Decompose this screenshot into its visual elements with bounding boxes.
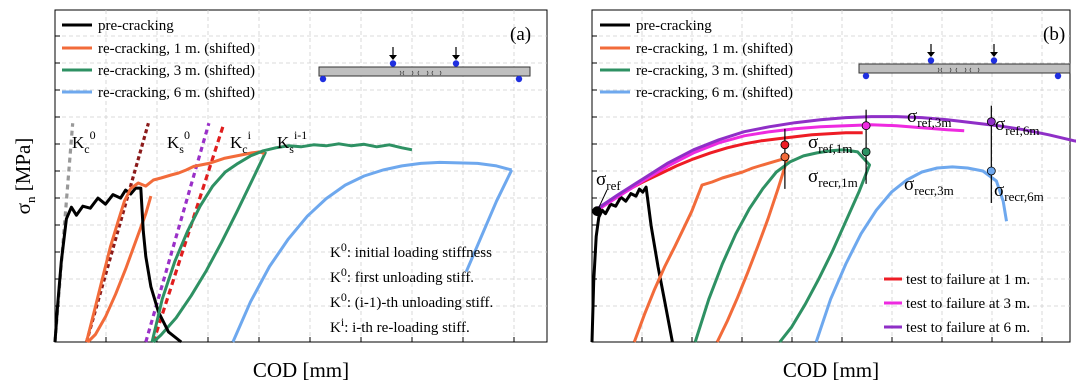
note-line: K0: first unloading stiff. bbox=[330, 265, 474, 286]
stiffness-label-ks0: Ks0 bbox=[167, 128, 190, 156]
beam-body bbox=[318, 66, 531, 77]
note-line: Ki: i-th re-loading stiff. bbox=[330, 315, 470, 336]
panel-a-xlabel: COD [mm] bbox=[253, 358, 349, 382]
panel-a-frame bbox=[54, 9, 548, 343]
legend-label: pre-cracking bbox=[636, 18, 712, 34]
series-line bbox=[231, 160, 513, 343]
support-left bbox=[862, 72, 870, 80]
svg-text:Kc0: Kc0 bbox=[72, 128, 96, 156]
reference-point bbox=[780, 152, 790, 162]
load-point-left bbox=[389, 60, 397, 67]
stiffness-line bbox=[151, 122, 226, 343]
panel-a-ticks bbox=[55, 35, 515, 342]
series-line bbox=[596, 115, 1076, 210]
stiffness-line bbox=[144, 122, 211, 343]
series-line bbox=[693, 148, 871, 343]
note-line: K0: initial loading stiffness bbox=[330, 240, 492, 261]
branch-line bbox=[86, 195, 153, 344]
reference-point bbox=[986, 166, 996, 176]
series-line bbox=[632, 154, 790, 343]
legend-label: pre-cracking bbox=[98, 18, 174, 34]
panel-a-series bbox=[53, 142, 514, 344]
reference-point bbox=[986, 117, 996, 127]
legend-label: test to failure at 1 m. bbox=[906, 272, 1030, 288]
panel-b: pre-cracking re-cracking, 1 m. (shifted)… bbox=[590, 9, 1076, 382]
beam-body bbox=[858, 63, 1071, 74]
series-line bbox=[596, 123, 965, 212]
sigma-label-ref-1m: σref,1m bbox=[808, 132, 853, 156]
panel-b-legend: pre-cracking re-cracking, 1 m. (shifted)… bbox=[600, 18, 793, 101]
branch-line bbox=[152, 151, 268, 344]
series-line bbox=[85, 150, 265, 343]
svg-text:Ksi-1: Ksi-1 bbox=[277, 128, 307, 156]
reference-point bbox=[861, 121, 871, 131]
series-line bbox=[53, 186, 183, 344]
load-point-left bbox=[927, 57, 935, 64]
crack-pattern-icon bbox=[399, 70, 442, 76]
load-point-right bbox=[990, 57, 998, 64]
panel-b-tag: (b) bbox=[1043, 24, 1065, 45]
load-arrow-right-icon bbox=[990, 52, 998, 57]
crack-pattern-icon bbox=[937, 67, 980, 73]
reference-point bbox=[861, 147, 871, 157]
svg-text:Ks0: Ks0 bbox=[167, 128, 190, 156]
sigma-label-recr-3m: σrecr,3m bbox=[904, 174, 954, 198]
legend-label: re-cracking, 6 m. (shifted) bbox=[98, 85, 255, 101]
panel-a-notes: K0: initial loading stiffness K0: first … bbox=[330, 240, 493, 336]
legend-label: re-cracking, 3 m. (shifted) bbox=[98, 63, 255, 79]
series-line bbox=[590, 185, 674, 343]
panel-a-ylabel: σn [MPa] bbox=[11, 138, 38, 215]
legend-label: re-cracking, 3 m. (shifted) bbox=[636, 63, 793, 79]
stiffness-label-kc0: Kc0 bbox=[72, 128, 96, 156]
panel-b-xlabel: COD [mm] bbox=[783, 358, 879, 382]
panel-b-failure-legend: test to failure at 1 m. test to failure … bbox=[884, 272, 1030, 336]
load-arrow-left-icon bbox=[389, 55, 397, 60]
panel-a: pre-cracking re-cracking, 1 m. (shifted)… bbox=[11, 9, 548, 382]
support-right bbox=[1054, 72, 1062, 80]
sigma-label-ref-3m: σref,3m bbox=[907, 106, 952, 130]
panel-a-tag: (a) bbox=[510, 24, 531, 45]
svg-text:Kci: Kci bbox=[230, 128, 252, 156]
load-arrow-right-icon bbox=[452, 55, 460, 60]
legend-label: re-cracking, 1 m. (shifted) bbox=[98, 41, 255, 57]
support-right bbox=[515, 75, 523, 83]
panel-a-legend: pre-cracking re-cracking, 1 m. (shifted)… bbox=[62, 18, 255, 101]
panel-b-beam-schematic bbox=[858, 44, 1071, 80]
series-line bbox=[150, 142, 413, 343]
legend-label: re-cracking, 6 m. (shifted) bbox=[636, 85, 793, 101]
panel-a-beam-schematic bbox=[318, 47, 531, 83]
panel-b-frame bbox=[591, 9, 1071, 343]
panel-a-gridlines bbox=[55, 10, 547, 342]
sigma-label-ref: σref bbox=[596, 169, 621, 193]
stiffness-label-kci: Kci bbox=[230, 128, 252, 156]
note-line: K0: (i-1)-th unloading stiff. bbox=[330, 290, 493, 311]
panel-b-reference-points bbox=[592, 105, 996, 217]
sigma-label-recr-1m: σrecr,1m bbox=[808, 166, 858, 190]
reference-point bbox=[780, 140, 790, 150]
legend-label: test to failure at 3 m. bbox=[906, 296, 1030, 312]
stiffness-label-ksi1: Ksi-1 bbox=[277, 128, 307, 156]
sigma-label-recr-6m: σrecr,6m bbox=[994, 180, 1044, 204]
load-arrow-left-icon bbox=[927, 52, 935, 57]
legend-label: re-cracking, 1 m. (shifted) bbox=[636, 41, 793, 57]
load-point-right bbox=[452, 60, 460, 67]
sigma-label-ref-6m: σref,6m bbox=[995, 114, 1040, 138]
branch-line bbox=[464, 169, 514, 273]
reference-leader bbox=[596, 189, 608, 212]
support-left bbox=[319, 75, 327, 83]
legend-label: test to failure at 6 m. bbox=[906, 320, 1030, 336]
